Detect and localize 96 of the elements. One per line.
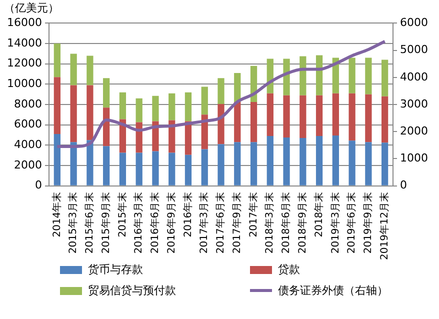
x-tick-label: 2018年6月末 xyxy=(280,192,292,254)
x-tick-label: 2017年6月末 xyxy=(214,192,227,254)
bar xyxy=(283,95,290,138)
bar xyxy=(348,58,356,94)
x-tick-label: 2016年3月末 xyxy=(132,192,145,254)
y2-tick-label: 2000 xyxy=(400,124,428,138)
bar xyxy=(250,142,258,186)
bar xyxy=(382,142,388,186)
bar xyxy=(184,92,192,122)
x-tick-label: 2019年6月末 xyxy=(346,192,358,254)
y2-tick-label: 1000 xyxy=(400,152,428,165)
bar xyxy=(218,78,224,104)
bar xyxy=(300,138,306,186)
bar xyxy=(152,96,159,122)
y2-tick-label: 3000 xyxy=(400,97,428,110)
y-tick-label: 16000 xyxy=(6,16,42,30)
bar xyxy=(365,58,372,94)
bar xyxy=(136,98,142,122)
chart-title: （亿美元） xyxy=(4,1,59,14)
x-tick-label: 2015年末 xyxy=(116,192,128,238)
bar xyxy=(316,55,323,96)
y2-tick-label: 6000 xyxy=(400,16,428,30)
bar xyxy=(234,142,241,186)
x-tick-label: 2017年9月末 xyxy=(230,192,243,254)
bar xyxy=(316,95,323,136)
y2-tick-label: 0 xyxy=(400,178,408,192)
bar xyxy=(218,104,224,144)
bar xyxy=(70,142,77,186)
bar xyxy=(201,86,208,115)
bar xyxy=(119,92,126,120)
y-tick-label: 4000 xyxy=(14,138,42,152)
legend-label: 货币与存款 xyxy=(88,262,143,277)
bar xyxy=(266,93,274,136)
bar xyxy=(283,138,290,186)
bar xyxy=(382,96,388,143)
bar xyxy=(168,93,176,120)
bar xyxy=(218,144,224,186)
bar xyxy=(152,151,159,186)
bar xyxy=(70,54,77,86)
bar xyxy=(250,102,258,142)
bar xyxy=(54,44,60,78)
legend-label: 债务证券外债（右轴） xyxy=(278,283,388,298)
x-tick-label: 2017年末 xyxy=(247,192,260,238)
x-tick-label: 2018年末 xyxy=(312,192,325,238)
x-tick-label: 2017年3月末 xyxy=(198,192,210,254)
bar xyxy=(103,78,110,108)
x-tick-label: 2016年9月末 xyxy=(165,192,178,254)
bar xyxy=(365,142,372,186)
bar xyxy=(70,85,77,142)
bar xyxy=(332,93,339,136)
x-tick-label: 2019年3月末 xyxy=(329,192,342,254)
x-tick-label: 2019年9月末 xyxy=(362,192,374,254)
y-tick-label: 2000 xyxy=(14,158,42,172)
bar xyxy=(136,152,142,186)
x-tick-label: 2016年末 xyxy=(182,192,194,238)
bar xyxy=(86,85,94,140)
bar xyxy=(234,73,241,102)
x-tick-label: 2016年6月末 xyxy=(149,192,162,254)
bar xyxy=(382,60,388,96)
x-tick-label: 2018年3月末 xyxy=(264,192,276,254)
bar xyxy=(168,152,176,186)
bar xyxy=(103,146,110,186)
bar xyxy=(348,140,356,186)
x-tick-label: 2019年12月末 xyxy=(378,192,390,260)
bar xyxy=(348,93,356,141)
bar xyxy=(300,95,306,138)
bar xyxy=(201,149,208,186)
legend-label: 贸易信贷与预付款 xyxy=(88,283,176,298)
bar xyxy=(316,136,323,186)
legend-label: 贷款 xyxy=(278,262,300,277)
bar xyxy=(234,102,241,142)
bar xyxy=(365,94,372,142)
bar xyxy=(184,154,192,186)
y-tick-label: 14000 xyxy=(6,36,42,50)
bar xyxy=(266,136,274,186)
y2-tick-label: 5000 xyxy=(400,43,428,56)
bar xyxy=(283,58,290,96)
y-tick-label: 0 xyxy=(34,178,42,192)
x-tick-label: 2015年3月末 xyxy=(67,192,80,254)
x-tick-label: 2015年6月末 xyxy=(84,192,96,254)
y-tick-label: 6000 xyxy=(14,118,42,131)
bar xyxy=(300,56,306,96)
bar xyxy=(54,134,60,186)
bar xyxy=(119,152,126,186)
bar xyxy=(86,140,94,186)
bar xyxy=(54,77,60,134)
bar xyxy=(86,56,94,86)
y-tick-label: 8000 xyxy=(14,97,42,110)
line-series xyxy=(56,40,386,148)
x-tick-label: 2014年末 xyxy=(50,192,63,238)
x-tick-label: 2018年9月末 xyxy=(296,192,308,254)
y2-tick-label: 4000 xyxy=(400,70,428,84)
bar xyxy=(332,136,339,186)
y-tick-label: 10000 xyxy=(6,77,42,90)
y-tick-label: 12000 xyxy=(6,56,42,70)
x-tick-label: 2015年9月末 xyxy=(100,192,112,254)
